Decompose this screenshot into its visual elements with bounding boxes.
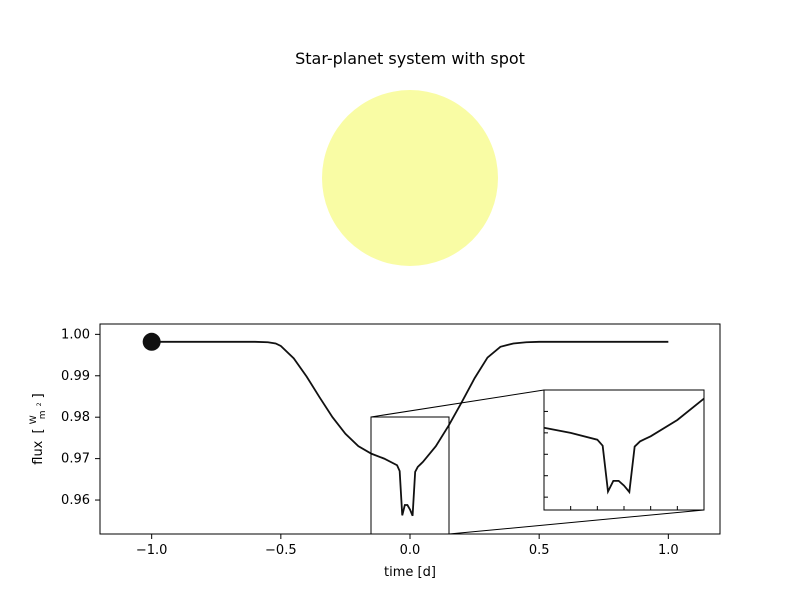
y-axis-label-group: flux [ W m 2 ] xyxy=(25,393,49,465)
y-tick-label: 0.98 xyxy=(61,410,90,425)
y-tick-label: 0.96 xyxy=(61,493,90,508)
x-tick-label: 0.0 xyxy=(400,543,421,558)
inset-frame xyxy=(543,389,705,511)
light-curve-line xyxy=(151,340,669,517)
y-tick-label: 0.99 xyxy=(61,369,90,384)
planet-marker xyxy=(142,332,161,351)
x-tick-label: 1.0 xyxy=(658,543,679,558)
y-axis-unit-suffix: ] xyxy=(31,393,46,398)
zoom-connector-bottom xyxy=(448,509,705,535)
y-tick-label: 1.00 xyxy=(61,327,90,342)
inset-light-curve-line xyxy=(543,397,705,495)
x-axis-label: time [d] xyxy=(384,565,436,580)
zoom-region-box xyxy=(370,416,450,535)
star-disk xyxy=(322,90,498,266)
x-tick-label: −1.0 xyxy=(136,543,168,558)
y-tick-label: 0.97 xyxy=(61,452,90,467)
y-axis-unit-prefix: [ xyxy=(31,428,46,433)
y-axis-unit-numerator: W xyxy=(29,415,39,424)
x-tick-label: 0.5 xyxy=(529,543,550,558)
zoom-connector-top xyxy=(370,389,545,418)
x-tick-label: −0.5 xyxy=(265,543,297,558)
top-title: Star-planet system with spot xyxy=(295,49,525,68)
y-axis-label: flux xyxy=(31,440,46,464)
y-axis-unit-denominator: m xyxy=(38,410,48,419)
y-axis-unit-power: 2 xyxy=(36,402,43,406)
svg-text:flux [ W m: flux [ W m 2 ] xyxy=(25,393,49,465)
